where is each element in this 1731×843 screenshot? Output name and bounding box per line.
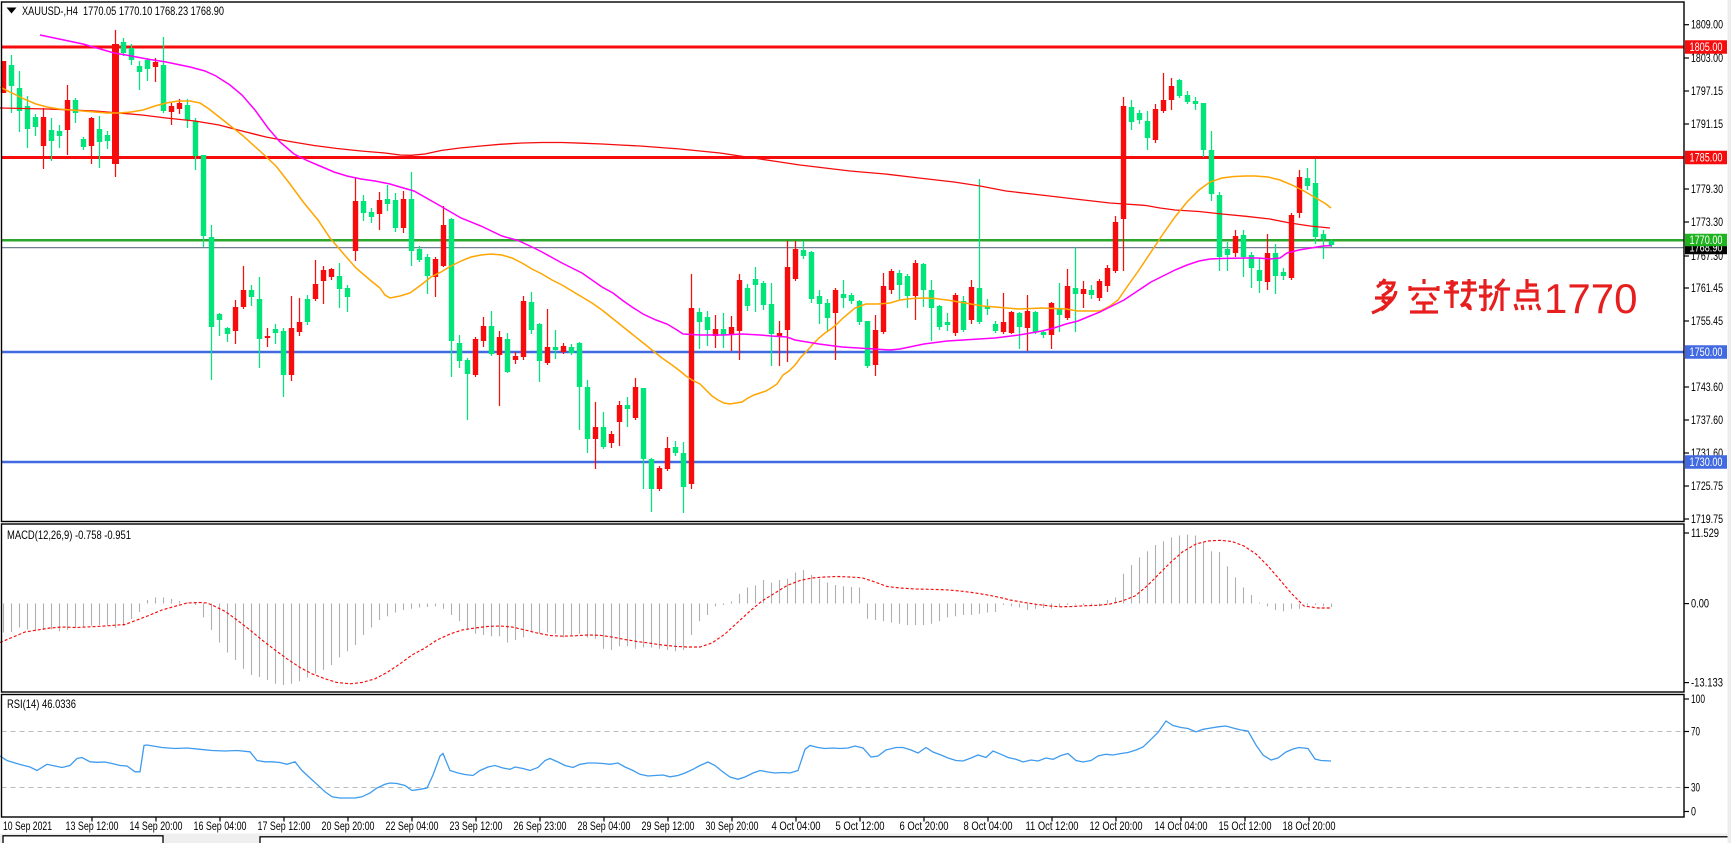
svg-text:0.00: 0.00 [1691,597,1709,611]
svg-text:12 Oct 20:00: 12 Oct 20:00 [1090,819,1143,833]
svg-text:29 Sep 12:00: 29 Sep 12:00 [642,819,695,833]
svg-text:17 Sep 12:00: 17 Sep 12:00 [258,819,311,833]
svg-text:30 Sep 20:00: 30 Sep 20:00 [706,819,759,833]
svg-text:0: 0 [1691,805,1696,819]
svg-text:RSI(14) 46.0336: RSI(14) 46.0336 [7,697,76,711]
svg-text:1770.00: 1770.00 [1690,233,1723,247]
svg-text:23 Sep 12:00: 23 Sep 12:00 [450,819,503,833]
svg-text:100: 100 [1691,692,1705,706]
svg-text:13 Sep 12:00: 13 Sep 12:00 [66,819,119,833]
svg-text:5 Oct 12:00: 5 Oct 12:00 [836,819,885,833]
svg-text:20 Sep 20:00: 20 Sep 20:00 [322,819,375,833]
svg-text:11.529: 11.529 [1691,526,1719,540]
svg-text:1770: 1770 [1544,275,1637,322]
svg-text:70: 70 [1691,725,1700,739]
svg-text:10 Sep 2021: 10 Sep 2021 [3,819,52,833]
svg-text:28 Sep 04:00: 28 Sep 04:00 [578,819,631,833]
svg-text:1779.30: 1779.30 [1691,182,1723,196]
svg-text:1730.00: 1730.00 [1690,455,1723,469]
svg-text:1805.00: 1805.00 [1690,40,1723,54]
svg-text:MACD(12,26,9) -0.758 -0.951: MACD(12,26,9) -0.758 -0.951 [7,528,131,542]
svg-text:XAUUSD-,H4 1770.05 1770.10 17: XAUUSD-,H4 1770.05 1770.10 1768.23 1768.… [22,4,224,18]
svg-text:1750.00: 1750.00 [1690,345,1723,359]
svg-text:1725.75: 1725.75 [1691,479,1723,493]
svg-text:1797.15: 1797.15 [1691,84,1723,98]
svg-text:11 Oct 12:00: 11 Oct 12:00 [1026,819,1079,833]
svg-text:22 Sep 04:00: 22 Sep 04:00 [386,819,439,833]
svg-text:16 Sep 04:00: 16 Sep 04:00 [194,819,247,833]
svg-text:18 Oct 20:00: 18 Oct 20:00 [1283,819,1336,833]
svg-text:1809.00: 1809.00 [1691,18,1723,32]
svg-text:1755.45: 1755.45 [1691,314,1723,328]
svg-text:8 Oct 04:00: 8 Oct 04:00 [964,819,1013,833]
svg-text:1785.00: 1785.00 [1690,151,1723,165]
svg-text:26 Sep 23:00: 26 Sep 23:00 [514,819,567,833]
svg-text:1773.30: 1773.30 [1691,215,1723,229]
svg-text:14 Sep 20:00: 14 Sep 20:00 [130,819,183,833]
svg-text:30: 30 [1691,781,1700,795]
svg-text:1761.45: 1761.45 [1691,281,1723,295]
svg-text:6 Oct 20:00: 6 Oct 20:00 [900,819,949,833]
svg-text:4 Oct 04:00: 4 Oct 04:00 [772,819,821,833]
svg-text:1803.00: 1803.00 [1691,51,1723,65]
svg-text:1791.15: 1791.15 [1691,117,1723,131]
svg-text:1719.75: 1719.75 [1691,512,1723,526]
svg-text:14 Oct 04:00: 14 Oct 04:00 [1155,819,1208,833]
svg-text:1743.60: 1743.60 [1691,380,1723,394]
svg-text:15 Oct 12:00: 15 Oct 12:00 [1219,819,1272,833]
svg-text:-13.133: -13.133 [1691,676,1723,690]
svg-text:1737.60: 1737.60 [1691,413,1723,427]
